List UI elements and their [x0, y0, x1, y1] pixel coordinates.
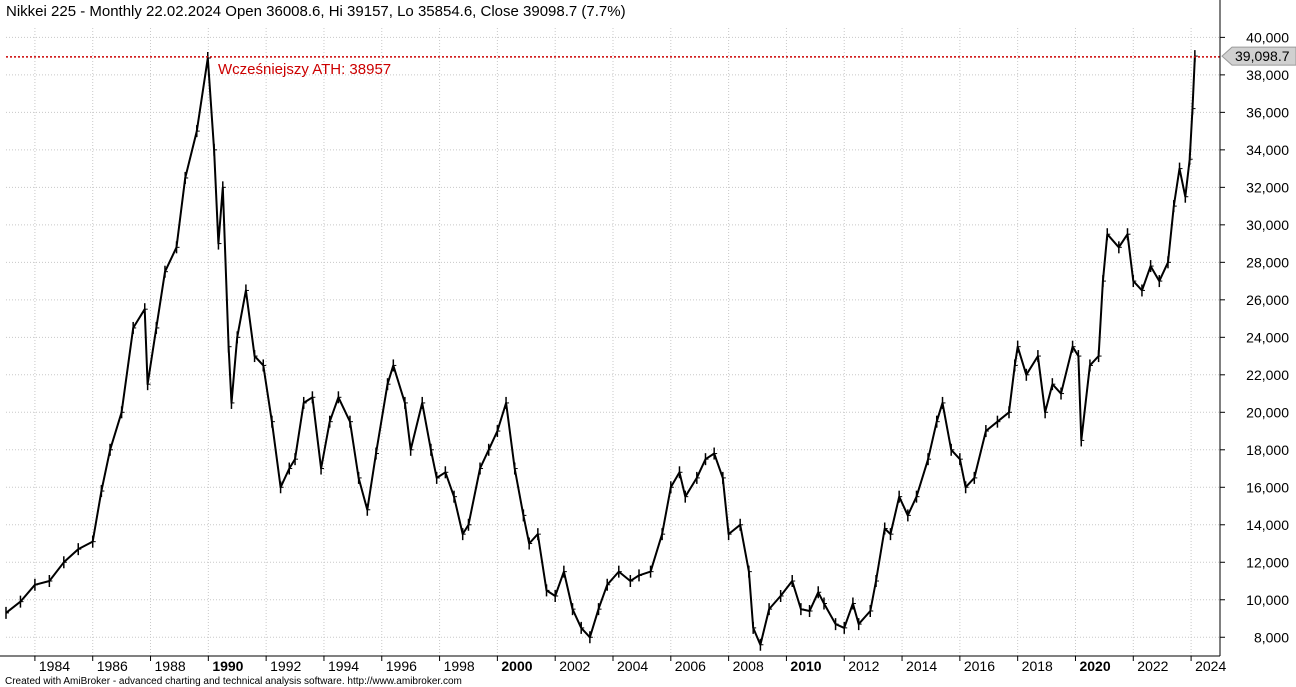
y-tick-label: 36,000: [1246, 104, 1289, 120]
y-tick-label: 14,000: [1246, 517, 1289, 533]
y-tick-label: 34,000: [1246, 142, 1289, 158]
x-tick-label: 1992: [270, 658, 301, 674]
x-tick-label: 2024: [1195, 658, 1226, 674]
y-tick-label: 30,000: [1246, 217, 1289, 233]
x-tick-label: 2004: [617, 658, 648, 674]
grid: [6, 28, 1220, 656]
ath-label: Wcześniejszy ATH: 38957: [218, 61, 391, 78]
y-tick-label: 24,000: [1246, 329, 1289, 345]
y-tick-label: 40,000: [1246, 29, 1289, 45]
x-tick-label: 2006: [675, 658, 706, 674]
last-price-marker: [1221, 46, 1296, 66]
chart-title: Nikkei 225 - Monthly 22.02.2024 Open 360…: [6, 3, 626, 20]
y-tick-label: 12,000: [1246, 554, 1289, 570]
x-tick-label: 1984: [39, 658, 70, 674]
price-series: [5, 50, 1198, 651]
x-tick-label: 2014: [906, 658, 937, 674]
y-tick-label: 8,000: [1254, 629, 1289, 645]
y-tick-label: 16,000: [1246, 479, 1289, 495]
price-line: [5, 56, 1196, 646]
x-tick-label: 1996: [386, 658, 417, 674]
y-tick-label: 32,000: [1246, 179, 1289, 195]
y-tick-label: 10,000: [1246, 592, 1289, 608]
x-tick-label: 1990: [212, 658, 243, 674]
x-tick-label: 2000: [501, 658, 532, 674]
y-tick-label: 26,000: [1246, 292, 1289, 308]
last-price-label: 39,098.7: [1235, 48, 1290, 64]
x-tick-label: 1986: [97, 658, 128, 674]
y-tick-label: 38,000: [1246, 67, 1289, 83]
x-tick-label: 2020: [1079, 658, 1110, 674]
x-tick-label: 1988: [155, 658, 186, 674]
reference-line-group: Wcześniejszy ATH: 38957: [6, 56, 1220, 78]
y-tick-label: 22,000: [1246, 367, 1289, 383]
x-tick-label: 2018: [1022, 658, 1053, 674]
footer-credit: Created with AmiBroker - advanced charti…: [5, 676, 462, 687]
y-tick-label: 20,000: [1246, 404, 1289, 420]
x-tick-label: 2008: [733, 658, 764, 674]
x-tick-label: 2002: [559, 658, 590, 674]
x-tick-label: 2016: [964, 658, 995, 674]
x-tick-label: 2022: [1137, 658, 1168, 674]
x-tick-label: 2012: [848, 658, 879, 674]
y-tick-label: 18,000: [1246, 442, 1289, 458]
x-tick-label: 2010: [790, 658, 821, 674]
y-tick-label: 28,000: [1246, 254, 1289, 270]
x-tick-label: 1998: [444, 658, 475, 674]
x-tick-label: 1994: [328, 658, 359, 674]
